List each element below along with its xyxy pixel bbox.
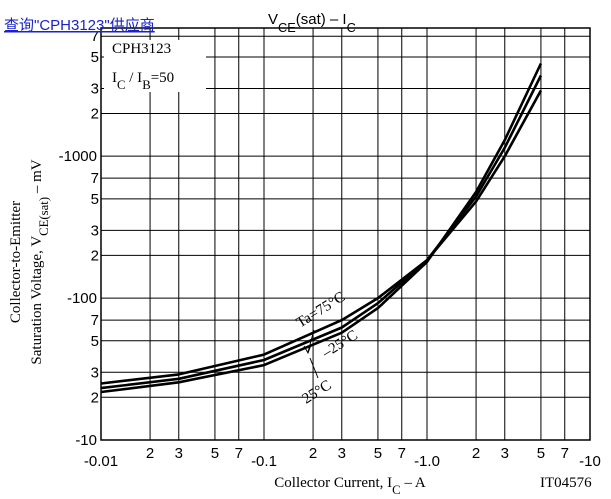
y-tick-label: 2 [91, 105, 99, 122]
x-tick-label: 5 [211, 445, 219, 462]
curves [100, 62, 543, 394]
chart-title-part: CE [278, 20, 296, 35]
x-tick-label: 2 [146, 445, 154, 462]
x-tick-label: 5 [537, 445, 545, 462]
arrow [309, 357, 319, 379]
annotation-box [104, 40, 206, 92]
x-tick-label: -1.0 [414, 453, 440, 470]
y-axis-label-part: – mV [29, 159, 45, 197]
figure-code: IT04576 [540, 475, 592, 491]
x-axis-label-part: – A [401, 475, 426, 491]
y-tick-label: -1000 [59, 148, 97, 165]
x-tick-label: 3 [338, 445, 346, 462]
y-axis-label: Collector-to-Emitter [8, 201, 24, 323]
y-tick-label: 2 [91, 247, 99, 264]
x-tick-label: 5 [374, 445, 382, 462]
x-tick-label: -0.1 [251, 453, 277, 470]
y-axis-label-part: CE(sat) [37, 197, 51, 236]
y-tick-label: 5 [91, 191, 99, 208]
x-axis-label-part: C [392, 483, 401, 497]
y-tick-label: 5 [91, 333, 99, 350]
condition-part: =50 [151, 70, 174, 86]
x-tick-label: -0.01 [84, 453, 118, 470]
chart-title-part: V [268, 11, 278, 28]
y-axis-label-part: Saturation Voltage, V [29, 236, 45, 365]
curve [100, 74, 543, 390]
y-axis-label: Saturation Voltage, VCE(sat) – mV [29, 159, 51, 364]
plot-frame [100, 27, 591, 441]
x-tick-label: -10 [579, 453, 601, 470]
annotation-part: CPH3123 [112, 41, 171, 57]
condition-part: B [142, 78, 151, 92]
chart-title-part: (sat) – I [296, 11, 347, 28]
x-axis-label: Collector Current, IC – A [274, 475, 426, 497]
arrow [307, 329, 315, 353]
curve [100, 62, 543, 394]
chart-title-part: C [347, 20, 356, 35]
x-tick-label: 7 [235, 445, 243, 462]
x-tick-label: 7 [398, 445, 406, 462]
grid [100, 28, 591, 441]
y-tick-label: -100 [67, 290, 97, 307]
y-tick-label: 3 [91, 80, 99, 97]
link[interactable]: 查询"CPH3123"供应商 [4, 16, 155, 34]
y-tick-label: 3 [91, 364, 99, 381]
chart-title: VCE(sat) – IC [268, 11, 356, 35]
x-axis-label-part: Collector Current, I [274, 475, 392, 491]
y-tick-label: 2 [91, 389, 99, 406]
condition-part: / I [126, 70, 143, 86]
y-tick-label: 7 [91, 28, 99, 45]
x-tick-label: 7 [561, 445, 569, 462]
y-tick-label: 7 [91, 312, 99, 329]
x-tick-label: 2 [472, 445, 480, 462]
annotation: CPH3123 [112, 41, 171, 57]
y-tick-label: 5 [91, 49, 99, 66]
x-tick-label: 2 [309, 445, 317, 462]
y-axis-label-part: Collector-to-Emitter [8, 201, 24, 323]
condition-part: C [117, 78, 126, 92]
y-tick-label: 3 [91, 222, 99, 239]
condition-part: I [112, 70, 117, 86]
condition: IC / IB=50 [112, 70, 174, 92]
y-tick-label: 7 [91, 170, 99, 187]
x-tick-label: 3 [501, 445, 509, 462]
curve [100, 89, 543, 385]
arrow-head [303, 344, 312, 355]
x-tick-label: 3 [175, 445, 183, 462]
y-tick-label: -10 [75, 432, 97, 449]
